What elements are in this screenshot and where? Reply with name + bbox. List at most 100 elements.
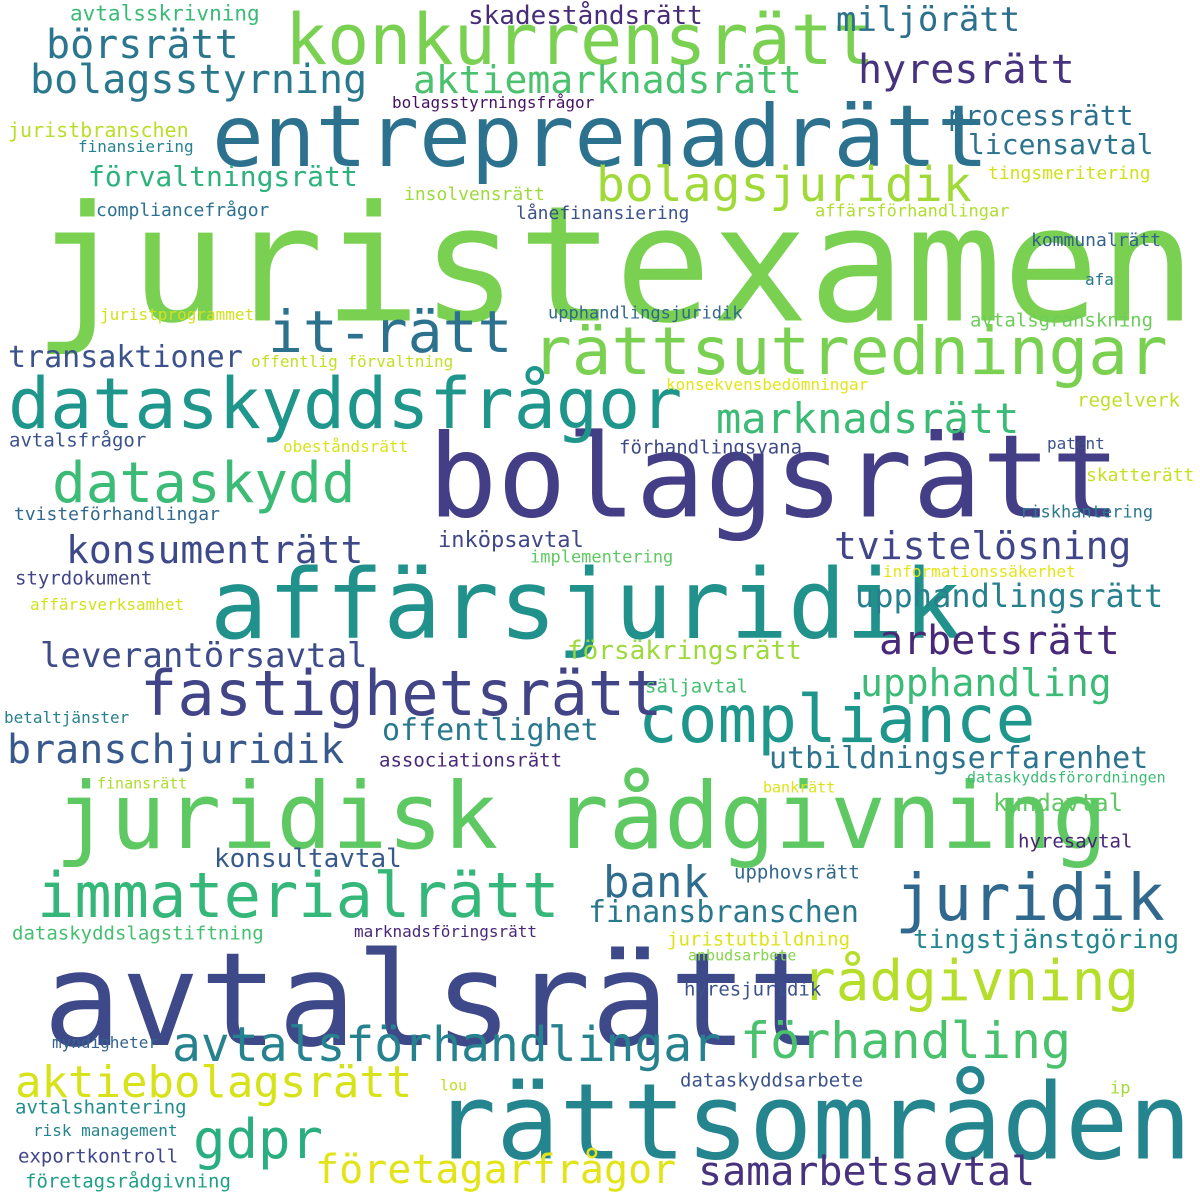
word-konsultavtal: konsultavtal [214, 844, 402, 874]
word-associationsratt: associationsrätt [379, 749, 563, 772]
word-affarsverksamhet: affärsverksamhet [30, 595, 185, 614]
word-hyresavtal: hyresavtal [1018, 830, 1133, 853]
word-riskhantering: riskhantering [1020, 502, 1154, 523]
word-risk-management: risk management [33, 1121, 178, 1140]
word-lou: lou [440, 1076, 468, 1095]
word-juristprogrammet: juristprogrammet [100, 305, 255, 324]
word-implementering: implementering [530, 547, 674, 568]
word-foretagarfragor: företagarfrågor [315, 1147, 677, 1193]
word-bolagsstyrning: bolagsstyrning [30, 57, 368, 103]
word-forsakringsratt: försäkringsrätt [567, 636, 802, 666]
word-immaterialratt: immaterialrätt [37, 859, 560, 932]
word-upphandling: upphandling [860, 661, 1112, 705]
word-dataskydd: dataskydd [52, 451, 356, 516]
word-forhandlingsvana: förhandlingsvana [619, 436, 803, 459]
word-lanefinansiering: lånefinansiering [516, 203, 690, 224]
word-miljoratt: miljörätt [836, 0, 1021, 40]
word-skadestandsratt: skadeståndsrätt [468, 1, 703, 31]
word-forhandling: förhandling [740, 1012, 1072, 1070]
word-compliancefragor: compliancefrågor [96, 200, 270, 221]
word-radgivning: rådgivning [802, 949, 1140, 1014]
word-aktiebolagsratt: aktiebolagsrätt [15, 1057, 413, 1108]
word-branschjuridik: branschjuridik [7, 727, 345, 773]
word-saljavtal: säljavtal [645, 675, 748, 698]
word-konkurrensratt: konkurrensrätt [285, 0, 876, 81]
word-juridisk-radgivning: juridisk rådgivning [55, 763, 1108, 870]
word-regelverk: regelverk [1077, 389, 1180, 412]
word-tvisteforhandlingar: tvisteförhandlingar [14, 504, 220, 525]
word-gdpr: gdpr [193, 1108, 324, 1171]
word-upphandlingsjuridik: upphandlingsjuridik [548, 303, 743, 324]
word-finansbranschen: finansbranschen [588, 895, 859, 930]
word-licensavtal: licensavtal [968, 128, 1154, 161]
word-konsekvensbedomningar: konsekvensbedömningar [666, 375, 869, 394]
word-obestandsratt: obeståndsrätt [283, 437, 409, 456]
word-offentlighet: offentlighet [382, 713, 599, 748]
word-anbudsarbete: anbudsarbete [688, 946, 797, 965]
word-betaltjanster: betaltjänster [4, 708, 130, 727]
word-juristexamen: juristexamen [33, 171, 1197, 359]
word-afa: afa [1085, 270, 1114, 289]
word-dataskyddsfragor: dataskyddsfrågor [8, 363, 683, 445]
word-ip: ip [1110, 1078, 1131, 1099]
word-tvistelosning: tvistelösning [834, 524, 1132, 568]
word-marknadsratt: marknadsrätt [716, 394, 1020, 443]
word-bolagsjuridik: bolagsjuridik [596, 157, 972, 213]
word-kundavtal: kundavtal [993, 789, 1124, 817]
word-myndigheter: myndigheter [52, 1033, 158, 1052]
word-entreprenadratt: entreprenadrätt [212, 87, 989, 187]
word-affarsjuridik: affärsjuridik [210, 549, 962, 661]
word-compliance: compliance [638, 681, 1036, 758]
word-dataskyddslagstiftning: dataskyddslagstiftning [12, 922, 264, 945]
word-offentlig-forvaltning: offentlig förvaltning [251, 352, 454, 371]
word-avtalsgranskning: avtalsgranskning [970, 309, 1154, 332]
word-juristbranschen: juristbranschen [8, 118, 189, 142]
word-hyresjuridik: hyresjuridik [684, 978, 822, 1001]
word-avtalsforhandlingar: avtalsförhandlingar [172, 1017, 722, 1073]
word-avtalsfragor: avtalsfrågor [9, 429, 147, 452]
word-upphandlingsratt: upphandlingsrätt [855, 577, 1164, 615]
word-juridik: juridik [895, 862, 1165, 936]
word-inkopsavtal: inköpsavtal [438, 528, 584, 553]
word-rattsomraden: rättsområden [433, 1061, 1192, 1184]
word-rattsutredningar: rättsutredningar [532, 313, 1168, 390]
word-utbildningserfarenhet: utbildningserfarenhet [769, 741, 1149, 776]
word-foretagsradgivning: företagsrådgivning [25, 1170, 231, 1193]
word-upphovsratt: upphovsrätt [734, 861, 860, 884]
word-samarbetsavtal: samarbetsavtal [698, 1149, 1036, 1195]
word-tingsmeritering: tingsmeritering [988, 163, 1151, 184]
word-bolagsstyrningsfragor: bolagsstyrningsfrågor [392, 93, 595, 112]
word-juristutbildning: juristutbildning [667, 928, 851, 951]
word-exportkontroll: exportkontroll [18, 1145, 179, 1168]
word-arbetsratt: arbetsrätt [879, 618, 1120, 664]
word-forvaltningsratt: förvaltningsrätt [88, 160, 358, 193]
word-avtalsskrivning: avtalsskrivning [70, 1, 260, 26]
word-patent: patent [1047, 434, 1105, 453]
word-dataskyddsforordningen: dataskyddsförordningen [967, 768, 1166, 787]
word-it-ratt: it-rätt [268, 298, 513, 366]
word-insolvensratt: insolvensrätt [404, 184, 545, 205]
word-aktiemarknadsratt: aktiemarknadsrätt [413, 58, 802, 102]
word-marknadsforingsratt: marknadsföringsrätt [354, 922, 538, 941]
word-processratt: processrätt [948, 99, 1134, 132]
word-bolagsratt: bolagsrätt [428, 410, 1121, 545]
word-konsumentratt: konsumenträtt [66, 528, 364, 572]
word-leverantorsavtal: leverantörsavtal [40, 636, 368, 676]
word-avtalshantering: avtalshantering [15, 1096, 187, 1119]
word-hyresratt: hyresrätt [858, 47, 1075, 93]
word-informationssakerhet: informationssäkerhet [883, 562, 1076, 581]
word-tingstjanstgoring: tingstjänstgöring [913, 925, 1180, 955]
word-finansiering: finansiering [78, 137, 194, 156]
word-transaktioner: transaktioner [8, 340, 243, 375]
word-bank: bank [603, 857, 709, 908]
word-styrdokument: styrdokument [15, 567, 153, 590]
word-dataskyddsarbete: dataskyddsarbete [680, 1069, 864, 1092]
word-fastighetsratt: fastighetsrätt [140, 657, 663, 730]
word-borsratt: börsrätt [46, 22, 239, 68]
word-skatteratt: skatterätt [1086, 465, 1195, 486]
word-bankratt: bankrätt [763, 778, 836, 797]
word-kommunalratt: kommunalrätt [1031, 230, 1162, 251]
word-affarsforhandlingar: affärsförhandlingar [815, 201, 1010, 222]
word-avtalsratt: avtalsrätt [43, 924, 826, 1076]
